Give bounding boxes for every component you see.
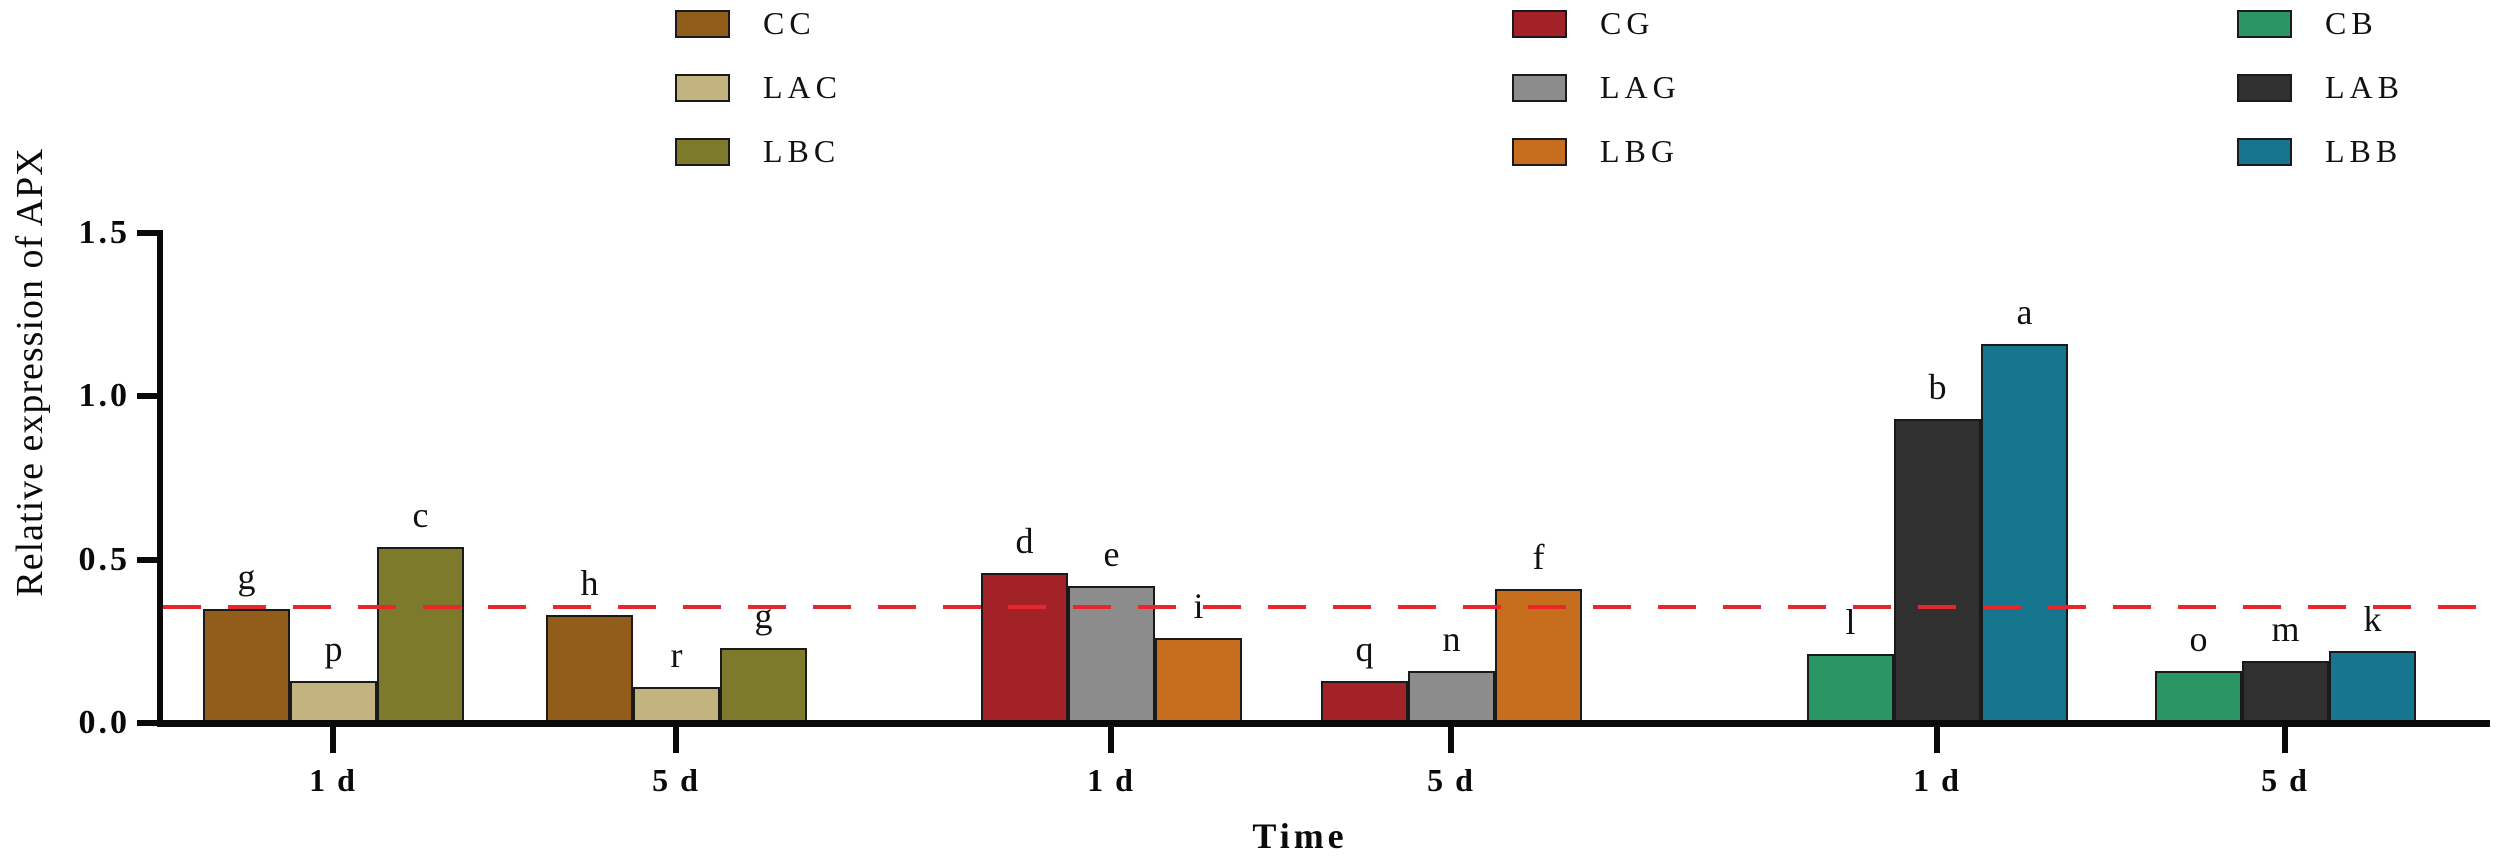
legend-swatch-lbb xyxy=(2237,138,2292,166)
significance-letter-g: g xyxy=(754,596,773,636)
significance-letter-b: b xyxy=(1928,367,1947,407)
legend-label-lab: LAB xyxy=(2325,69,2404,105)
significance-letter-h: h xyxy=(580,563,599,603)
bar-lbc-5d xyxy=(720,648,807,726)
bar-lbb-5d xyxy=(2329,651,2416,726)
x-tick-label: 1 d xyxy=(1087,762,1135,798)
x-tick-label: 1 d xyxy=(1913,762,1961,798)
legend-label-lag: LAG xyxy=(1600,69,1681,105)
bar-lab-5d xyxy=(2242,661,2329,726)
y-tick-mark xyxy=(137,720,159,726)
bar-lag-5d xyxy=(1408,671,1495,726)
legend-label-lac: LAC xyxy=(763,69,842,105)
significance-letter-e: e xyxy=(1103,534,1120,574)
significance-letter-l: l xyxy=(1845,602,1856,642)
x-axis-line xyxy=(157,720,2490,727)
y-tick-label: 1.0 xyxy=(78,377,130,415)
y-tick-mark xyxy=(137,393,159,400)
x-axis-title: Time xyxy=(1252,816,1348,856)
x-tick-mark xyxy=(1934,727,1940,753)
reference-dashed-line xyxy=(163,605,2483,610)
bar-lac-5d xyxy=(633,687,720,726)
significance-letter-n: n xyxy=(1442,619,1461,659)
x-tick-mark xyxy=(330,727,336,753)
bar-lbc-1d xyxy=(377,547,464,726)
legend-swatch-lab xyxy=(2237,74,2292,102)
significance-letter-q: q xyxy=(1355,629,1374,669)
x-tick-mark xyxy=(1448,727,1454,753)
significance-letter-c: c xyxy=(412,495,429,535)
bar-cg-5d xyxy=(1321,681,1408,726)
x-tick-label: 5 d xyxy=(1427,762,1475,798)
x-tick-label: 5 d xyxy=(2261,762,2309,798)
bar-lag-1d xyxy=(1068,586,1155,726)
legend-swatch-cg xyxy=(1512,10,1567,38)
significance-letter-d: d xyxy=(1015,521,1034,561)
legend-label-lbc: LBC xyxy=(763,133,841,169)
legend-label-lbg: LBG xyxy=(1600,133,1679,169)
significance-letter-g: g xyxy=(237,557,256,597)
bar-lbg-1d xyxy=(1155,638,1242,726)
bar-lbb-1d xyxy=(1981,344,2068,726)
legend-swatch-lbg xyxy=(1512,138,1567,166)
bar-cb-1d xyxy=(1807,654,1894,726)
bar-lab-1d xyxy=(1894,419,1981,726)
bar-cc-1d xyxy=(203,609,290,726)
significance-letter-o: o xyxy=(2189,619,2208,659)
x-tick-mark xyxy=(673,727,679,753)
x-tick-mark xyxy=(2282,727,2288,753)
significance-letter-p: p xyxy=(324,629,343,669)
legend-swatch-lag xyxy=(1512,74,1567,102)
legend-swatch-lbc xyxy=(675,138,730,166)
legend-label-cc: CC xyxy=(763,5,816,41)
bar-cb-5d xyxy=(2155,671,2242,726)
bar-lac-1d xyxy=(290,681,377,726)
x-tick-label: 1 d xyxy=(309,762,357,798)
legend-label-cb: CB xyxy=(2325,5,2378,41)
y-axis-line xyxy=(157,230,163,727)
y-tick-label: 0.0 xyxy=(78,704,130,741)
significance-letter-m: m xyxy=(2271,609,2300,649)
x-tick-label: 5 d xyxy=(652,762,700,798)
y-tick-label: 1.5 xyxy=(78,214,130,251)
y-tick-label: 0.5 xyxy=(78,540,130,578)
legend-swatch-cb xyxy=(2237,10,2292,38)
bar-cc-5d xyxy=(546,615,633,726)
legend-swatch-cc xyxy=(675,10,730,38)
y-tick-mark xyxy=(137,556,159,563)
significance-letter-a: a xyxy=(2016,292,2033,332)
bar-lbg-5d xyxy=(1495,589,1582,726)
x-tick-mark xyxy=(1108,727,1114,753)
bar-cg-1d xyxy=(981,573,1068,726)
significance-letter-f: f xyxy=(1532,537,1545,577)
legend-swatch-lac xyxy=(675,74,730,102)
y-tick-mark xyxy=(137,230,159,236)
legend-label-cg: CG xyxy=(1600,5,1655,41)
significance-letter-r: r xyxy=(670,635,683,675)
legend-label-lbb: LBB xyxy=(2325,133,2403,169)
